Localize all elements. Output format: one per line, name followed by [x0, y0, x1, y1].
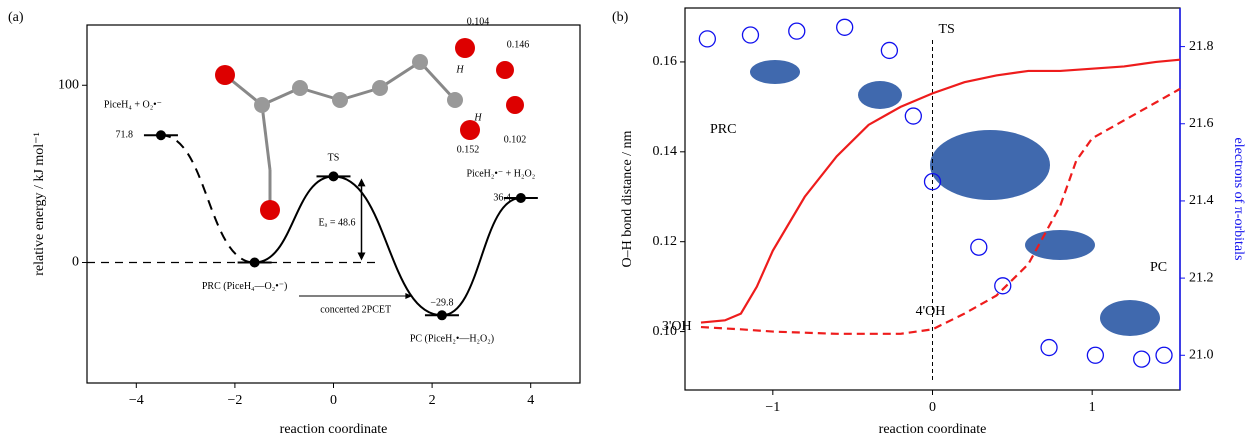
pi-electron-point: [789, 23, 805, 39]
point-label: PC (PiceH₂•—H₂O₂): [410, 334, 494, 345]
pi-electron-point: [1156, 347, 1172, 363]
pi-electron-point: [971, 239, 987, 255]
pi-electron-point: [837, 19, 853, 35]
figure: −4 −2 0 2 4 0 100 reaction coordinate (a) relativ…: [0, 0, 1252, 442]
pi-electron-point: [995, 278, 1011, 294]
energy-connector: [334, 176, 442, 315]
bond-curve: [701, 89, 1180, 334]
x-tick-label: −1: [765, 400, 780, 415]
atom: [292, 80, 308, 96]
atom: [506, 96, 524, 114]
y2-axis-label: electrons of π-orbitals: [1231, 138, 1246, 261]
molecule-label: 0.102: [504, 134, 527, 145]
x-tick-label: −2: [227, 393, 242, 408]
energy-point: [156, 130, 166, 140]
orbital: [750, 60, 800, 84]
value-label: 71.8: [115, 130, 133, 141]
y-tick-label: 0.16: [653, 54, 678, 69]
atom: [412, 54, 428, 70]
y2-tick-label: 21.8: [1189, 39, 1214, 54]
molecule-decor: [215, 38, 524, 220]
atom: [254, 97, 270, 113]
orbital: [858, 81, 902, 109]
x-tick-label: −4: [129, 393, 144, 408]
y-tick-label: 0.12: [653, 234, 678, 249]
point-label: PRC (PiceH₄—O₂•⁻): [202, 281, 287, 292]
y-tick-label: 0.14: [653, 144, 678, 159]
pi-electron-point: [1041, 340, 1057, 356]
y-tick-label: 0: [72, 255, 79, 270]
value-label: −29.8: [430, 298, 453, 309]
y-tick-label: 100: [58, 77, 79, 92]
energy-point: [516, 193, 526, 203]
value-label: 36.4: [493, 192, 511, 203]
atom: [372, 80, 388, 96]
pi-electron-point: [881, 42, 897, 58]
ea-label: Eₐ = 48.6: [319, 218, 356, 229]
molecule-label: 0.146: [507, 39, 530, 50]
point-label: TS: [328, 153, 340, 164]
energy-point: [437, 310, 447, 320]
ts-label: TS: [939, 22, 955, 37]
y-axis-label: O–H bond distance / nm: [620, 130, 635, 267]
pi-electron-point: [1087, 347, 1103, 363]
x-axis-label: reaction coordinate: [280, 422, 388, 437]
molecule-label: 0.104: [467, 16, 490, 27]
panel-label: (a): [8, 10, 24, 25]
x-axis-label: reaction coordinate: [879, 422, 987, 437]
pi-electron-point: [699, 31, 715, 47]
molecule-label: H: [473, 112, 482, 123]
y2-tick-label: 21.0: [1189, 347, 1214, 362]
atom: [447, 92, 463, 108]
series-label: 3'OH: [662, 319, 692, 334]
atom: [455, 38, 475, 58]
point-label: PiceH₄ + O₂•⁻: [104, 100, 162, 111]
molecule-label: H: [455, 64, 464, 75]
x-tick-label: 4: [527, 393, 534, 408]
pi-electron-point: [742, 27, 758, 43]
atom: [332, 92, 348, 108]
x-tick-label: 2: [429, 393, 436, 408]
y2-tick-label: 21.6: [1189, 116, 1214, 131]
annotation: PC: [1150, 260, 1167, 275]
atom: [215, 65, 235, 85]
energy-point: [250, 257, 260, 267]
pi-electron-point: [1134, 351, 1150, 367]
molecule-label: 0.152: [457, 144, 480, 155]
energy-connector: [442, 198, 521, 315]
orbital: [1025, 230, 1095, 260]
x-tick-label: 1: [1089, 400, 1096, 415]
x-tick-label: 0: [330, 393, 337, 408]
bond-curve: [701, 60, 1180, 323]
annotation: PRC: [710, 122, 736, 137]
y-axis-label: relative energy / kJ mol⁻¹: [32, 132, 47, 276]
energy-connector: [161, 135, 255, 262]
series-label: 4'OH: [916, 304, 946, 319]
y2-tick-label: 21.2: [1189, 270, 1214, 285]
orbital: [1100, 300, 1160, 336]
x-tick-label: 0: [929, 400, 936, 415]
atom: [260, 200, 280, 220]
pcet-label: concerted 2PCET: [320, 304, 391, 315]
y2-tick-label: 21.4: [1189, 193, 1214, 208]
panel-label: (b): [612, 10, 629, 25]
orbital: [930, 130, 1050, 200]
orbital-decor: [750, 60, 1160, 336]
bond: [262, 105, 270, 170]
atom: [496, 61, 514, 79]
pi-electron-point: [905, 108, 921, 124]
energy-point: [329, 171, 339, 181]
point-label: PiceH₂•⁻ + H₂O₂: [466, 168, 535, 179]
